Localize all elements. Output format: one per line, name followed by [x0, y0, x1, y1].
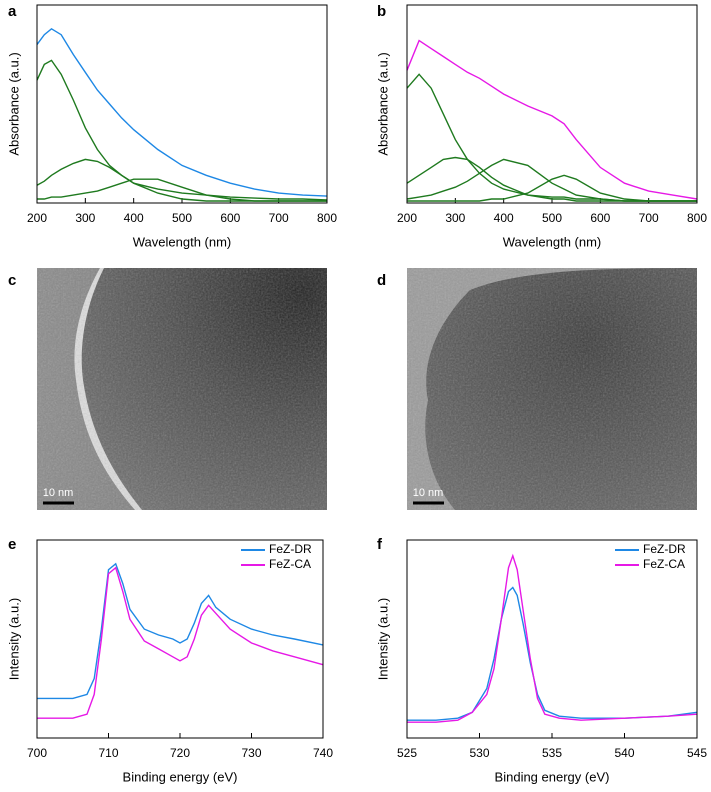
y-axis-label: Absorbance (a.u.) [375, 52, 390, 155]
panel-label: e [8, 536, 16, 553]
x-tick-label: 200 [397, 211, 417, 225]
y-axis-label: Intensity (a.u.) [6, 598, 21, 680]
scale-bar-label: 10 nm [413, 487, 444, 499]
x-tick-label: 300 [75, 211, 95, 225]
x-tick-label: 800 [687, 211, 707, 225]
panel-label: b [377, 3, 386, 20]
plot-frame [406, 539, 698, 739]
x-axis-label: Binding energy (eV) [123, 769, 238, 784]
x-tick-label: 545 [687, 746, 707, 760]
x-axis-label: Binding energy (eV) [495, 769, 610, 784]
x-tick-label: 300 [445, 211, 465, 225]
legend-label: FeZ-CA [269, 557, 311, 571]
series-line [36, 27, 328, 197]
legend-label: FeZ-DR [643, 542, 686, 556]
chart-panel: f Binding energy (eV) Intensity (a.u.) 525 5… [375, 536, 707, 784]
x-tick-label: 530 [469, 746, 489, 760]
series-line [37, 566, 324, 719]
plot-frame [36, 4, 328, 204]
x-tick-label: 720 [170, 746, 190, 760]
tem-image-c: 10 nm c [8, 268, 327, 510]
x-tick-label: 200 [27, 211, 47, 225]
x-axis-label: Wavelength (nm) [503, 234, 602, 249]
x-tick-label: 500 [172, 211, 192, 225]
x-tick-label: 525 [397, 746, 417, 760]
series-line [37, 178, 327, 202]
x-axis-label: Wavelength (nm) [133, 234, 232, 249]
panel-label: d [377, 272, 386, 289]
series-line [406, 39, 698, 200]
scale-bar-label: 10 nm [43, 487, 74, 499]
panel-label: a [8, 3, 17, 20]
chart-panel: e Binding energy (eV) Intensity (a.u.) 700 7… [6, 536, 333, 784]
series-line [406, 73, 697, 202]
series-line [36, 59, 328, 201]
chart-panel: b Wavelength (nm) Absorbance (a.u.) 200 300 4… [375, 3, 707, 249]
x-tick-label: 700 [27, 746, 47, 760]
legend-label: FeZ-DR [269, 542, 312, 556]
x-tick-label: 740 [313, 746, 333, 760]
x-tick-label: 600 [220, 211, 240, 225]
x-tick-label: 700 [639, 211, 659, 225]
x-tick-label: 800 [317, 211, 337, 225]
x-tick-label: 730 [241, 746, 261, 760]
series-line [407, 174, 697, 202]
chart-panel: a Wavelength (nm) Absorbance (a.u.) 200 300 4… [6, 3, 337, 249]
x-tick-label: 600 [590, 211, 610, 225]
panel-label: c [8, 272, 16, 289]
y-axis-label: Absorbance (a.u.) [6, 52, 21, 155]
x-tick-label: 710 [98, 746, 118, 760]
y-axis-label: Intensity (a.u.) [375, 598, 390, 680]
tem-image-d: 10 nm d [377, 268, 697, 510]
plot-frame [406, 4, 698, 204]
plot-frame [36, 539, 324, 739]
x-tick-label: 500 [542, 211, 562, 225]
series-line [407, 586, 698, 721]
x-tick-label: 400 [124, 211, 144, 225]
series-line [37, 562, 324, 700]
x-tick-label: 535 [542, 746, 562, 760]
x-tick-label: 540 [614, 746, 634, 760]
x-tick-label: 400 [494, 211, 514, 225]
x-tick-label: 700 [269, 211, 289, 225]
series-line [406, 158, 697, 202]
series-line [407, 553, 698, 723]
legend-label: FeZ-CA [643, 557, 685, 571]
panel-label: f [377, 536, 383, 553]
